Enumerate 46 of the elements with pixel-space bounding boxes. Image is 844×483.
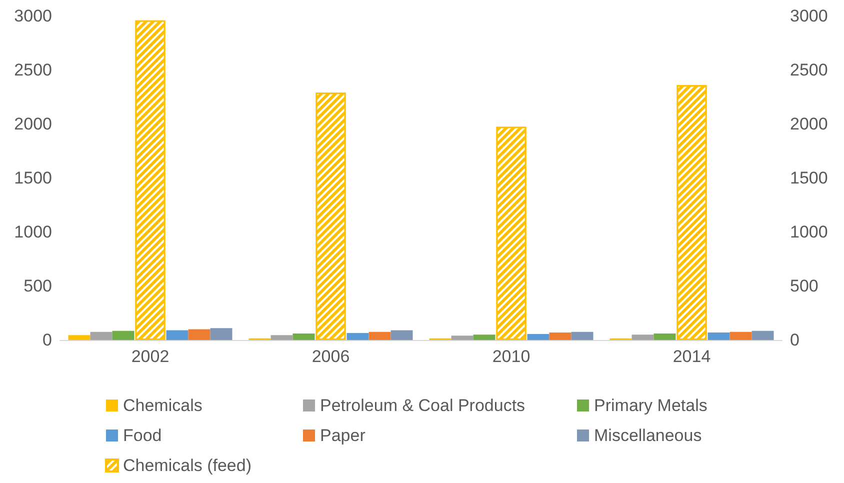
bar [390,330,413,340]
x-tick-label: 2010 [492,347,530,366]
bar [166,330,188,340]
y-tick-label: 0 [42,330,52,350]
y-tick-label: 500 [24,276,52,296]
legend-label: Chemicals (feed) [123,456,252,475]
legend-label: Petroleum & Coal Products [320,396,526,415]
bar [90,332,112,340]
y-tick-label: 2500 [14,60,52,80]
legend-label: Paper [320,426,366,445]
legend-label: Food [123,426,162,445]
y-tick-label: 3000 [14,6,52,26]
legend-label: Miscellaneous [594,426,702,445]
y2-tick-label: 2000 [790,114,828,134]
bar [473,334,496,340]
y2-tick-label: 3000 [790,6,828,26]
bar [346,332,369,340]
bar [752,330,774,340]
y2-tick-label: 2500 [790,60,828,80]
y2-tick-label: 1000 [790,222,828,242]
bar [549,332,572,340]
bar [188,329,210,340]
x-tick-label: 2002 [131,347,170,366]
bar [654,334,676,340]
y-tick-label: 2000 [14,114,52,134]
bar [708,332,730,340]
bar [292,334,315,340]
y2-tick-label: 500 [790,276,818,296]
y2-tick-label: 0 [790,330,800,350]
bar [451,336,474,340]
bar [210,328,232,340]
bar [270,335,293,340]
x-tick-label: 2006 [312,347,350,366]
legend-label: Chemicals [123,396,202,415]
bar [68,335,90,340]
bar [730,332,752,340]
bar [571,332,594,340]
bar [368,332,391,340]
bar [527,334,550,340]
bar [632,334,654,340]
y2-tick-label: 1500 [790,168,828,188]
y-tick-label: 1000 [14,222,52,242]
bar [112,330,134,340]
x-tick-label: 2014 [672,347,711,366]
y-tick-label: 1500 [14,168,52,188]
legend-label: Primary Metals [594,396,708,415]
